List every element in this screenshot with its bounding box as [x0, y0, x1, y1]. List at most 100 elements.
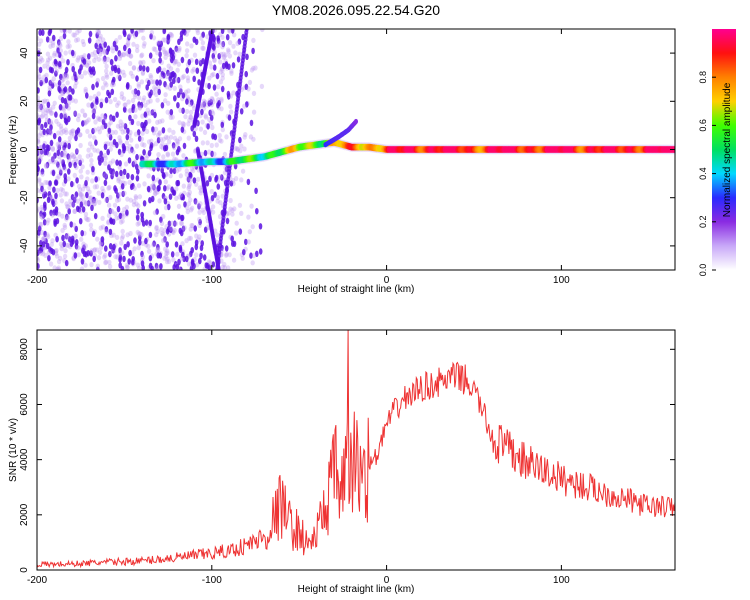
noise-dot: [131, 202, 137, 208]
noise-dot: [181, 225, 186, 232]
noise-dot: [175, 67, 180, 73]
noise-dot: [160, 141, 165, 147]
noise-dot: [108, 146, 113, 152]
noise-dot: [210, 110, 216, 117]
noise-dot: [92, 50, 98, 56]
noise-dot: [117, 135, 122, 141]
noise-dot: [76, 55, 81, 61]
noise-dot: [212, 35, 216, 43]
noise-dot: [122, 106, 127, 113]
noise-dot: [50, 155, 56, 161]
noise-dot: [37, 206, 40, 212]
y-tick-label: 20: [19, 95, 30, 107]
noise-dot: [44, 72, 49, 78]
noise-dot: [100, 85, 106, 91]
noise-dot: [175, 139, 181, 145]
noise-dot: [161, 238, 166, 244]
noise-dot: [145, 84, 149, 91]
noise-dot: [75, 205, 80, 212]
noise-dot: [84, 119, 90, 125]
noise-dot: [45, 60, 50, 66]
noise-dot: [222, 261, 227, 268]
noise-dot: [72, 172, 78, 178]
noise-dot: [186, 191, 191, 198]
noise-dot: [105, 196, 109, 204]
noise-dot: [150, 265, 155, 270]
noise-dot: [116, 100, 121, 106]
noise-dot: [100, 192, 105, 199]
noise-dot: [153, 190, 158, 196]
noise-dot: [50, 212, 55, 218]
noise-dot: [155, 248, 161, 254]
noise-dot: [158, 136, 163, 142]
noise-dot: [153, 187, 158, 193]
noise-dot: [165, 248, 170, 254]
noise-dot: [151, 174, 156, 182]
noise-dot: [62, 29, 67, 34]
noise-dot: [114, 55, 118, 62]
noise-dot: [148, 98, 153, 104]
noise-dot: [134, 143, 140, 149]
noise-dot: [131, 65, 137, 71]
noise-dot: [131, 65, 137, 71]
noise-dot: [217, 214, 223, 220]
noise-dot: [94, 176, 98, 183]
noise-dot: [227, 29, 232, 33]
noise-dot: [83, 200, 89, 206]
noise-dot: [171, 129, 176, 135]
noise-dot: [102, 116, 108, 122]
noise-dot: [86, 117, 91, 123]
noise-dot: [52, 265, 57, 270]
noise-dot: [162, 237, 167, 243]
noise-dot: [195, 67, 200, 74]
noise-dot: [98, 225, 104, 231]
noise-dot: [181, 251, 185, 259]
noise-dot: [209, 114, 214, 122]
noise-dot: [164, 250, 169, 257]
noise-dot: [51, 76, 56, 82]
noise-dot: [208, 109, 212, 117]
noise-dot: [114, 197, 120, 203]
noise-dot: [218, 174, 223, 180]
noise-dot: [137, 135, 142, 142]
noise-dot: [118, 140, 123, 146]
noise-dot: [75, 148, 79, 155]
noise-dot: [103, 122, 108, 129]
noise-dot: [41, 29, 45, 36]
noise-dot: [251, 47, 255, 55]
noise-dot: [47, 128, 52, 134]
noise-dot: [153, 86, 158, 92]
noise-dot: [56, 161, 60, 168]
noise-dot: [60, 152, 65, 158]
noise-dot: [209, 99, 213, 106]
noise-dot: [215, 232, 220, 238]
noise-dot: [229, 70, 234, 76]
noise-dot: [63, 248, 68, 254]
noise-dot: [104, 74, 110, 80]
noise-dot: [81, 206, 86, 213]
noise-dot: [140, 121, 144, 129]
noise-dot: [47, 29, 52, 36]
noise-dot: [178, 220, 184, 226]
noise-dot: [44, 163, 49, 169]
noise-dot: [174, 47, 180, 54]
noise-dot: [61, 106, 67, 113]
noise-dot: [145, 107, 150, 113]
noise-dot: [43, 179, 48, 186]
noise-dot: [64, 201, 69, 207]
noise-dot: [233, 145, 238, 151]
spectrogram-branch: [323, 118, 358, 148]
noise-dot: [101, 37, 106, 43]
noise-dot: [249, 252, 253, 259]
noise-dot: [168, 114, 173, 120]
noise-dot: [174, 186, 179, 192]
noise-dot: [157, 184, 161, 192]
noise-dot: [121, 52, 127, 58]
noise-dot: [197, 222, 202, 229]
noise-dot: [109, 167, 113, 175]
noise-dot: [109, 208, 114, 214]
noise-dot: [48, 66, 53, 73]
noise-dot: [104, 197, 109, 203]
x-tick-label: -200: [27, 575, 47, 586]
noise-dot: [42, 235, 47, 241]
